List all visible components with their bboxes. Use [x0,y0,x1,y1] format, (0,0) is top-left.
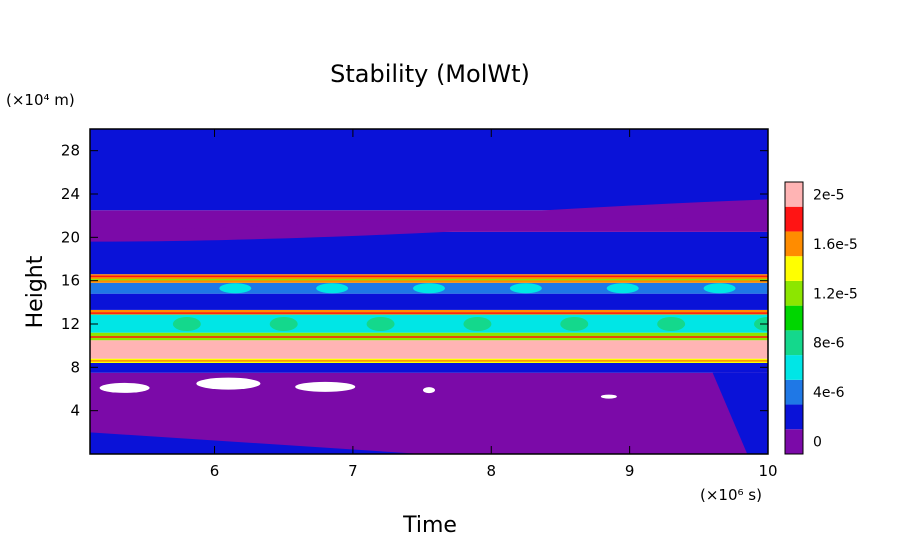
colorbar-swatch [785,330,803,356]
contour-region [269,317,298,331]
contour-region [606,283,639,294]
y-unit-label: (×10⁴ m) [6,91,75,109]
contour-region [366,317,395,331]
plot-frame [89,128,769,455]
contour-band [90,363,768,373]
y-axis: 4 8 12 16 20 24 28 [61,142,768,420]
plot-area [90,129,768,454]
colorbar-swatch [785,182,803,207]
colorbar-swatch [785,355,803,380]
y-tick-label: 20 [61,228,80,246]
contour-band [90,315,768,333]
contour-region [90,432,423,454]
contour-band [90,340,768,359]
colorbar-swatch [785,404,803,430]
contour-region [600,394,617,399]
x-axis: 6 7 8 9 10 [210,129,778,480]
colorbar-label: 2e-5 [813,187,844,203]
contour-region [657,317,686,331]
contour-band [90,293,768,310]
contour-region [295,381,356,392]
contour-region [703,283,736,294]
contour-region [99,382,150,393]
contour-region [316,283,349,294]
x-tick-label: 9 [625,462,635,480]
y-tick-label: 16 [61,272,80,290]
contour-region [90,199,768,242]
x-tick-label: 6 [210,462,220,480]
colorbar-swatch [785,256,803,281]
colorbar-label: 0 [813,435,822,451]
contour-region [219,283,252,294]
contour-region [712,372,768,454]
contour-region [172,317,201,331]
contour-region [423,387,435,394]
x-tick-label: 10 [758,462,777,480]
colorbar-label: 8e-6 [813,336,845,352]
colorbar-label: 1.6e-5 [813,237,858,253]
colorbar-swatch [785,305,803,331]
contour-band [90,129,768,211]
contour-region [509,283,542,294]
x-unit-label: (×10⁶ s) [700,486,762,504]
y-tick-label: 4 [70,402,80,420]
x-tick-label: 7 [348,462,358,480]
colorbar-swatch [785,379,803,405]
chart-title: Stability (MolWt) [330,60,530,88]
x-axis-label: Time [402,513,457,538]
contour-region [196,377,261,390]
y-tick-label: 24 [61,185,80,203]
colorbar-swatch [785,429,803,454]
colorbar-swatch [785,231,803,257]
colorbar-swatch [785,206,803,232]
colorbar-legend: 0 4e-6 8e-6 1.2e-5 1.6e-5 2e-5 [784,181,858,455]
y-tick-label: 8 [70,358,80,376]
contour-band [90,372,768,422]
contour-region [560,317,589,331]
contour-region [463,317,492,331]
y-tick-label: 12 [61,315,80,333]
contour-region [413,283,445,294]
colorbar-swatch [785,280,803,306]
colorbar-frame [784,181,804,455]
x-tick-label: 8 [486,462,496,480]
y-axis-label: Height [23,255,48,328]
colorbar-label: 1.2e-5 [813,286,858,302]
colorbar-label: 4e-6 [813,385,845,401]
contour-band [90,274,768,283]
y-tick-label: 28 [61,142,80,160]
